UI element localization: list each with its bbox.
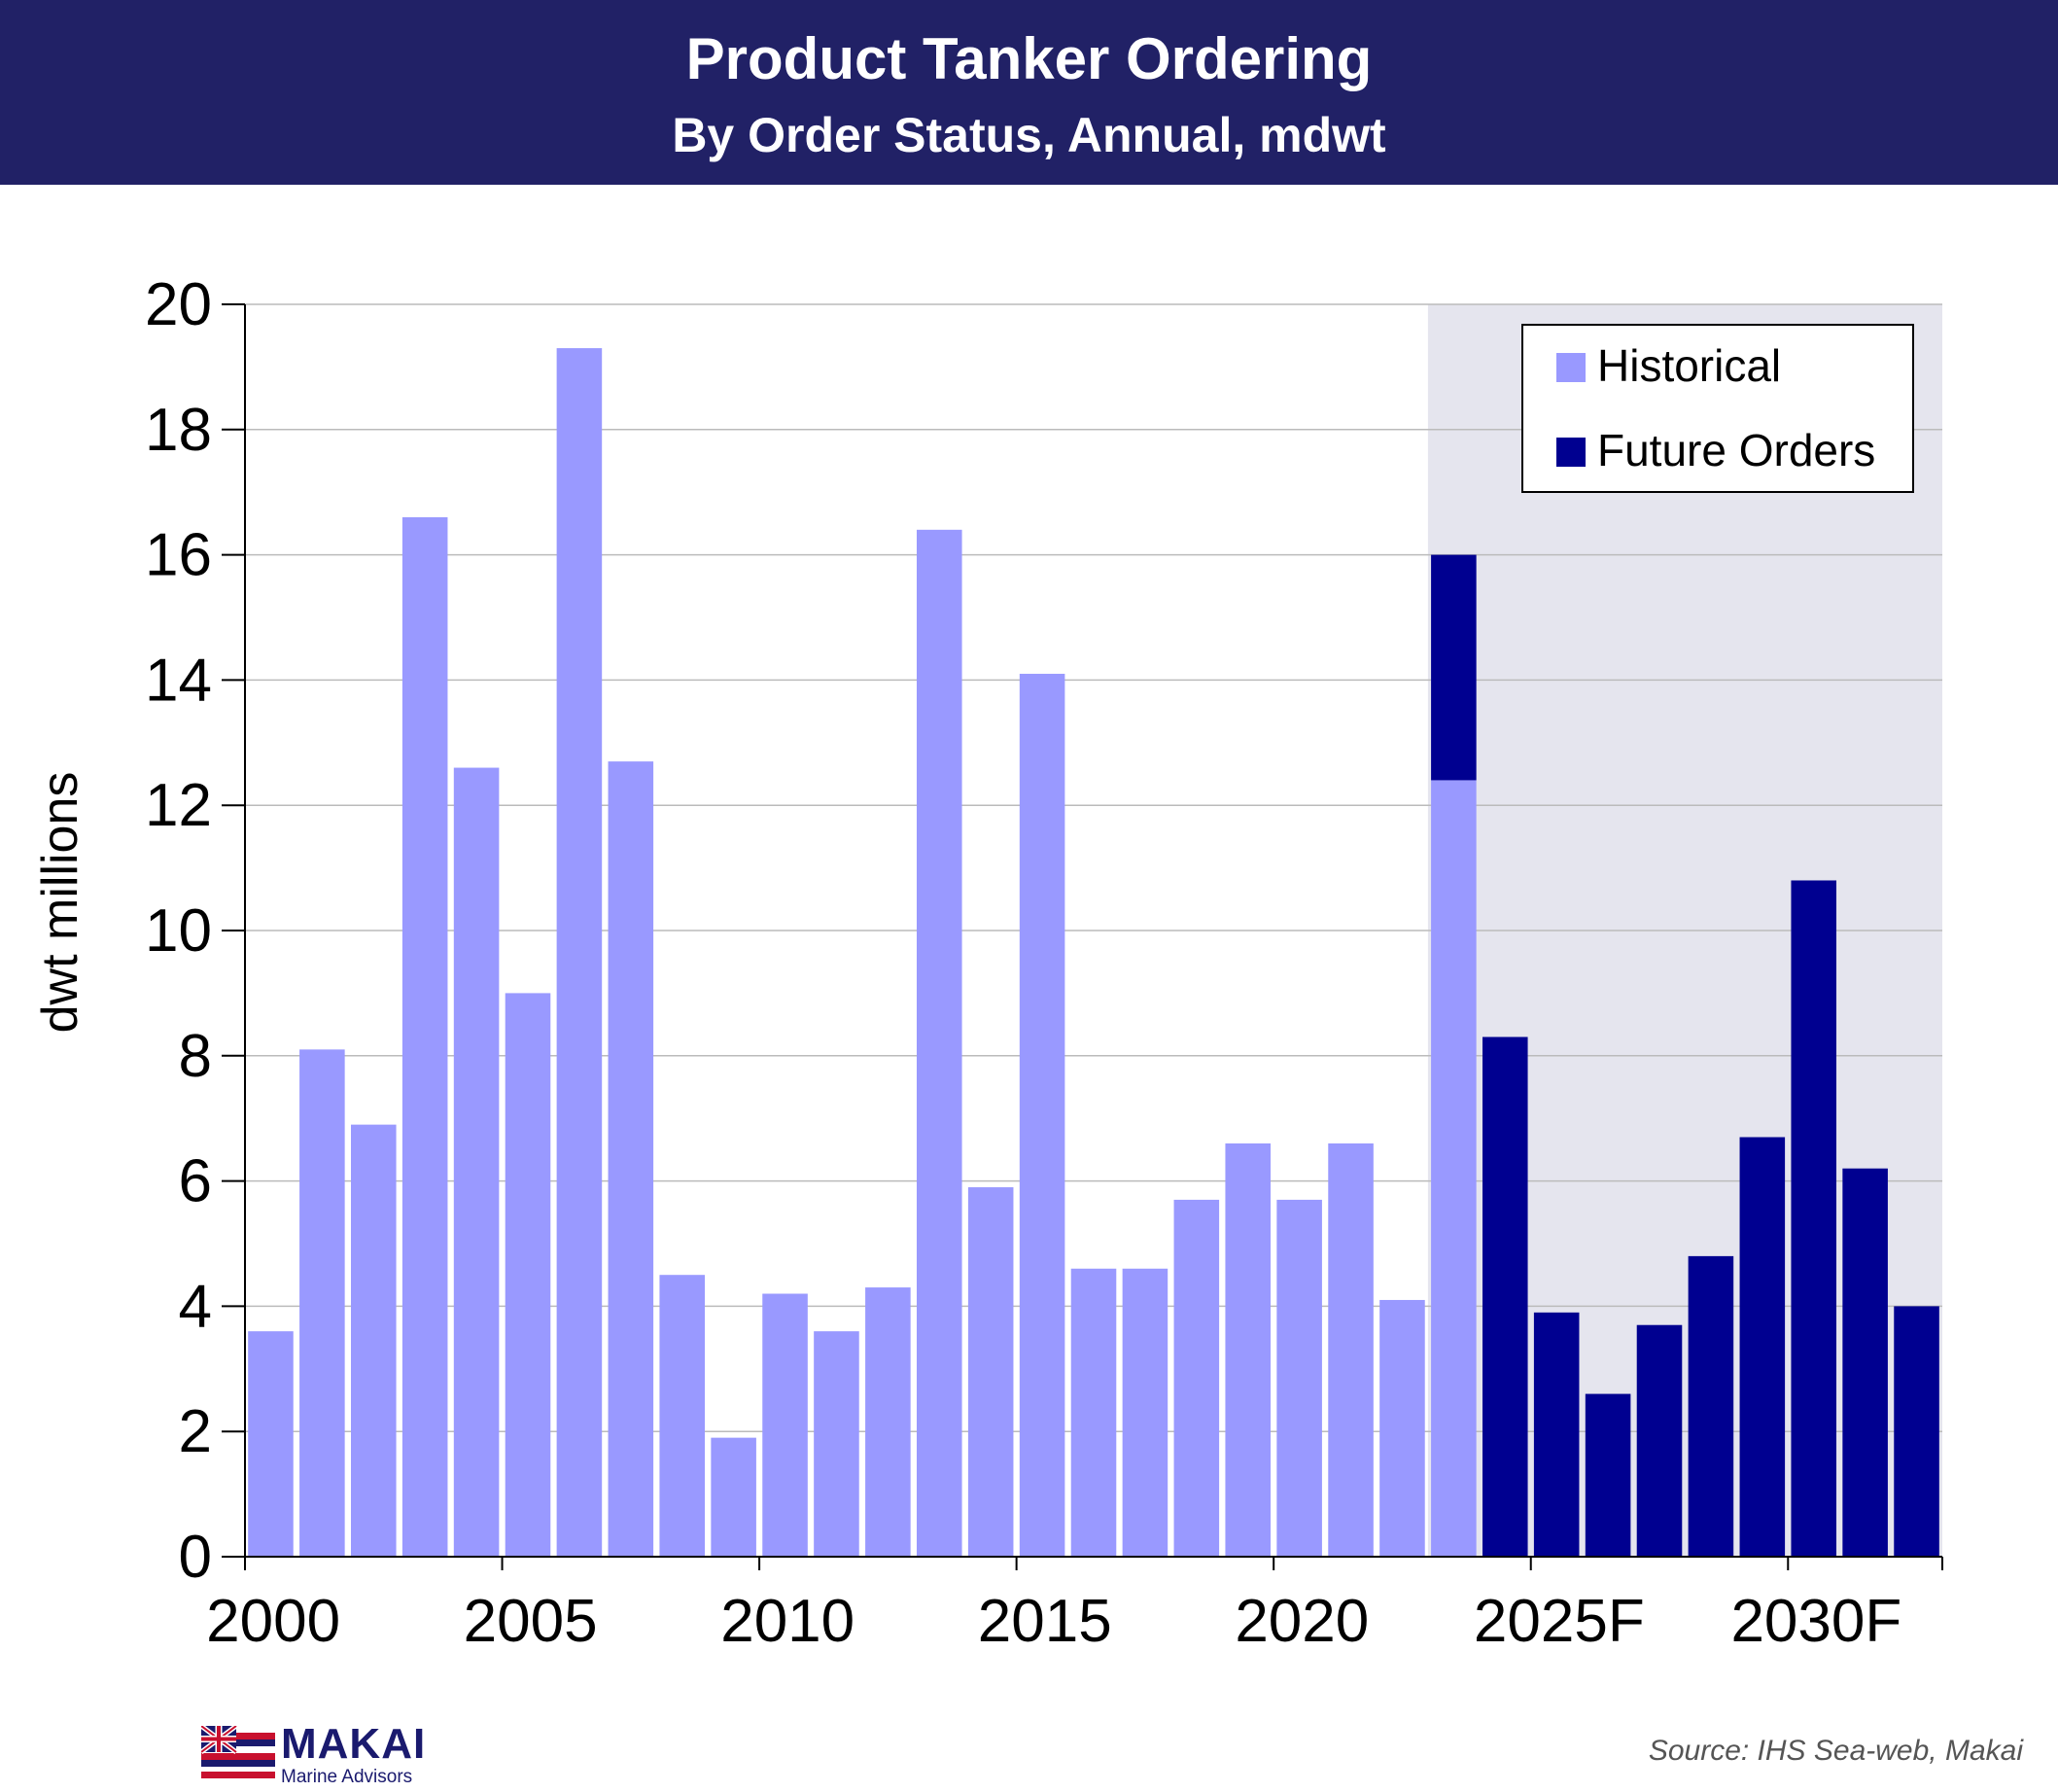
y-tick-label: 20 [145,271,212,338]
bar-future-2030 [1791,880,1837,1557]
y-tick-label: 18 [145,397,212,464]
y-tick-label: 16 [145,522,212,589]
bar-historical-2011 [814,1331,859,1557]
bar-historical-2013 [916,529,962,1557]
x-tick-label: 2025F [1474,1588,1645,1655]
bar-historical-2008 [659,1275,706,1557]
bar-future-2026 [1585,1393,1631,1557]
bar-future-2024 [1482,1037,1528,1557]
legend-swatch-historical [1556,353,1586,382]
y-axis-label: dwt millions [32,771,88,1034]
makai-logo: MAKAI Marine Advisors [201,1720,435,1787]
bar-historical-2017 [1122,1268,1169,1557]
bar-historical-2000 [248,1331,294,1557]
x-tick-label: 2005 [464,1588,598,1655]
bar-future-2029 [1739,1137,1786,1557]
y-tick-label: 6 [179,1148,212,1215]
bars [248,348,1939,1558]
legend-box [1521,324,1914,493]
y-tick-label: 0 [179,1524,212,1591]
bar-historical-2022 [1379,1299,1425,1557]
y-tick-label: 14 [145,647,212,714]
bar-historical-2007 [608,761,654,1557]
bar-historical-2021 [1328,1142,1374,1557]
bar-historical-2005 [505,993,551,1557]
bar-historical-2015 [1019,673,1065,1557]
legend-label-historical: Historical [1597,340,1781,391]
bar-historical-2016 [1070,1268,1117,1557]
bar-future-2025 [1533,1312,1580,1557]
x-tick-label: 2010 [720,1588,855,1655]
bar-historical-2006 [556,348,603,1558]
y-tick-label: 4 [179,1273,212,1340]
legend: Historical Future Orders [1521,324,1914,493]
tick-labels: 0 2 4 6 8 10 12 14 16 18 20 2000 2005 2010 2015 2020 202… [145,271,1901,1655]
axes [222,303,1943,1570]
chart-header: Product Tanker Ordering By Order Status,… [0,0,2058,185]
chart-subtitle: By Order Status, Annual, mdwt [672,108,1386,162]
y-tick-label: 2 [179,1398,212,1465]
bar-future-2032 [1894,1306,1939,1557]
x-tick-label: 2015 [978,1588,1112,1655]
bar-historical-2009 [711,1437,756,1557]
bar-historical-2002 [350,1124,397,1557]
bar-historical-2020 [1276,1199,1322,1557]
bar-historical-2014 [967,1187,1014,1557]
bar-historical-2023 [1431,780,1477,1557]
x-tick-label: 2020 [1235,1588,1369,1655]
bar-historical-2004 [453,767,500,1557]
source-note: Source: IHS Sea-web, Makai [1648,1735,2023,1767]
logo-subtitle: Marine Advisors [281,1767,413,1787]
x-tick-label: 2000 [206,1588,340,1655]
x-tick-label: 2030F [1730,1588,1901,1655]
bar-historical-2010 [762,1293,808,1557]
bar-historical-2003 [401,516,448,1558]
logo-name: MAKAI [281,1720,427,1768]
bar-historical-2018 [1173,1199,1220,1557]
bar-future-2023 [1431,554,1477,781]
bar-future-2027 [1636,1324,1683,1557]
bar-future-2028 [1688,1255,1734,1557]
bar-historical-2001 [299,1049,345,1557]
y-tick-label: 10 [145,897,212,965]
legend-swatch-future-orders [1556,438,1586,467]
hawaii-flag-icon [201,1726,275,1778]
bar-future-2031 [1842,1168,1888,1557]
y-tick-label: 12 [145,772,212,839]
chart-title: Product Tanker Ordering [685,26,1373,91]
y-tick-label: 8 [179,1023,212,1090]
legend-label-future-orders: Future Orders [1597,425,1875,475]
bar-historical-2019 [1225,1142,1272,1557]
bar-historical-2012 [865,1287,911,1557]
